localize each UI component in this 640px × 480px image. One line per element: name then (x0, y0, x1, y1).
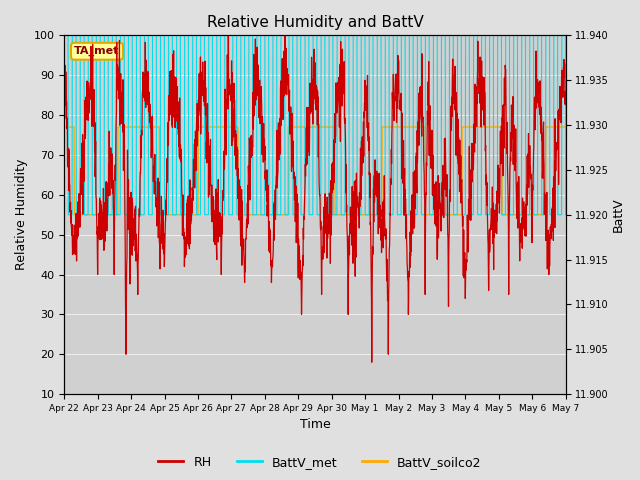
X-axis label: Time: Time (300, 419, 330, 432)
Legend: RH, BattV_met, BattV_soilco2: RH, BattV_met, BattV_soilco2 (154, 451, 486, 474)
Y-axis label: BattV: BattV (612, 197, 625, 232)
Title: Relative Humidity and BattV: Relative Humidity and BattV (207, 15, 423, 30)
Text: TA_met: TA_met (74, 46, 120, 56)
Y-axis label: Relative Humidity: Relative Humidity (15, 159, 28, 270)
